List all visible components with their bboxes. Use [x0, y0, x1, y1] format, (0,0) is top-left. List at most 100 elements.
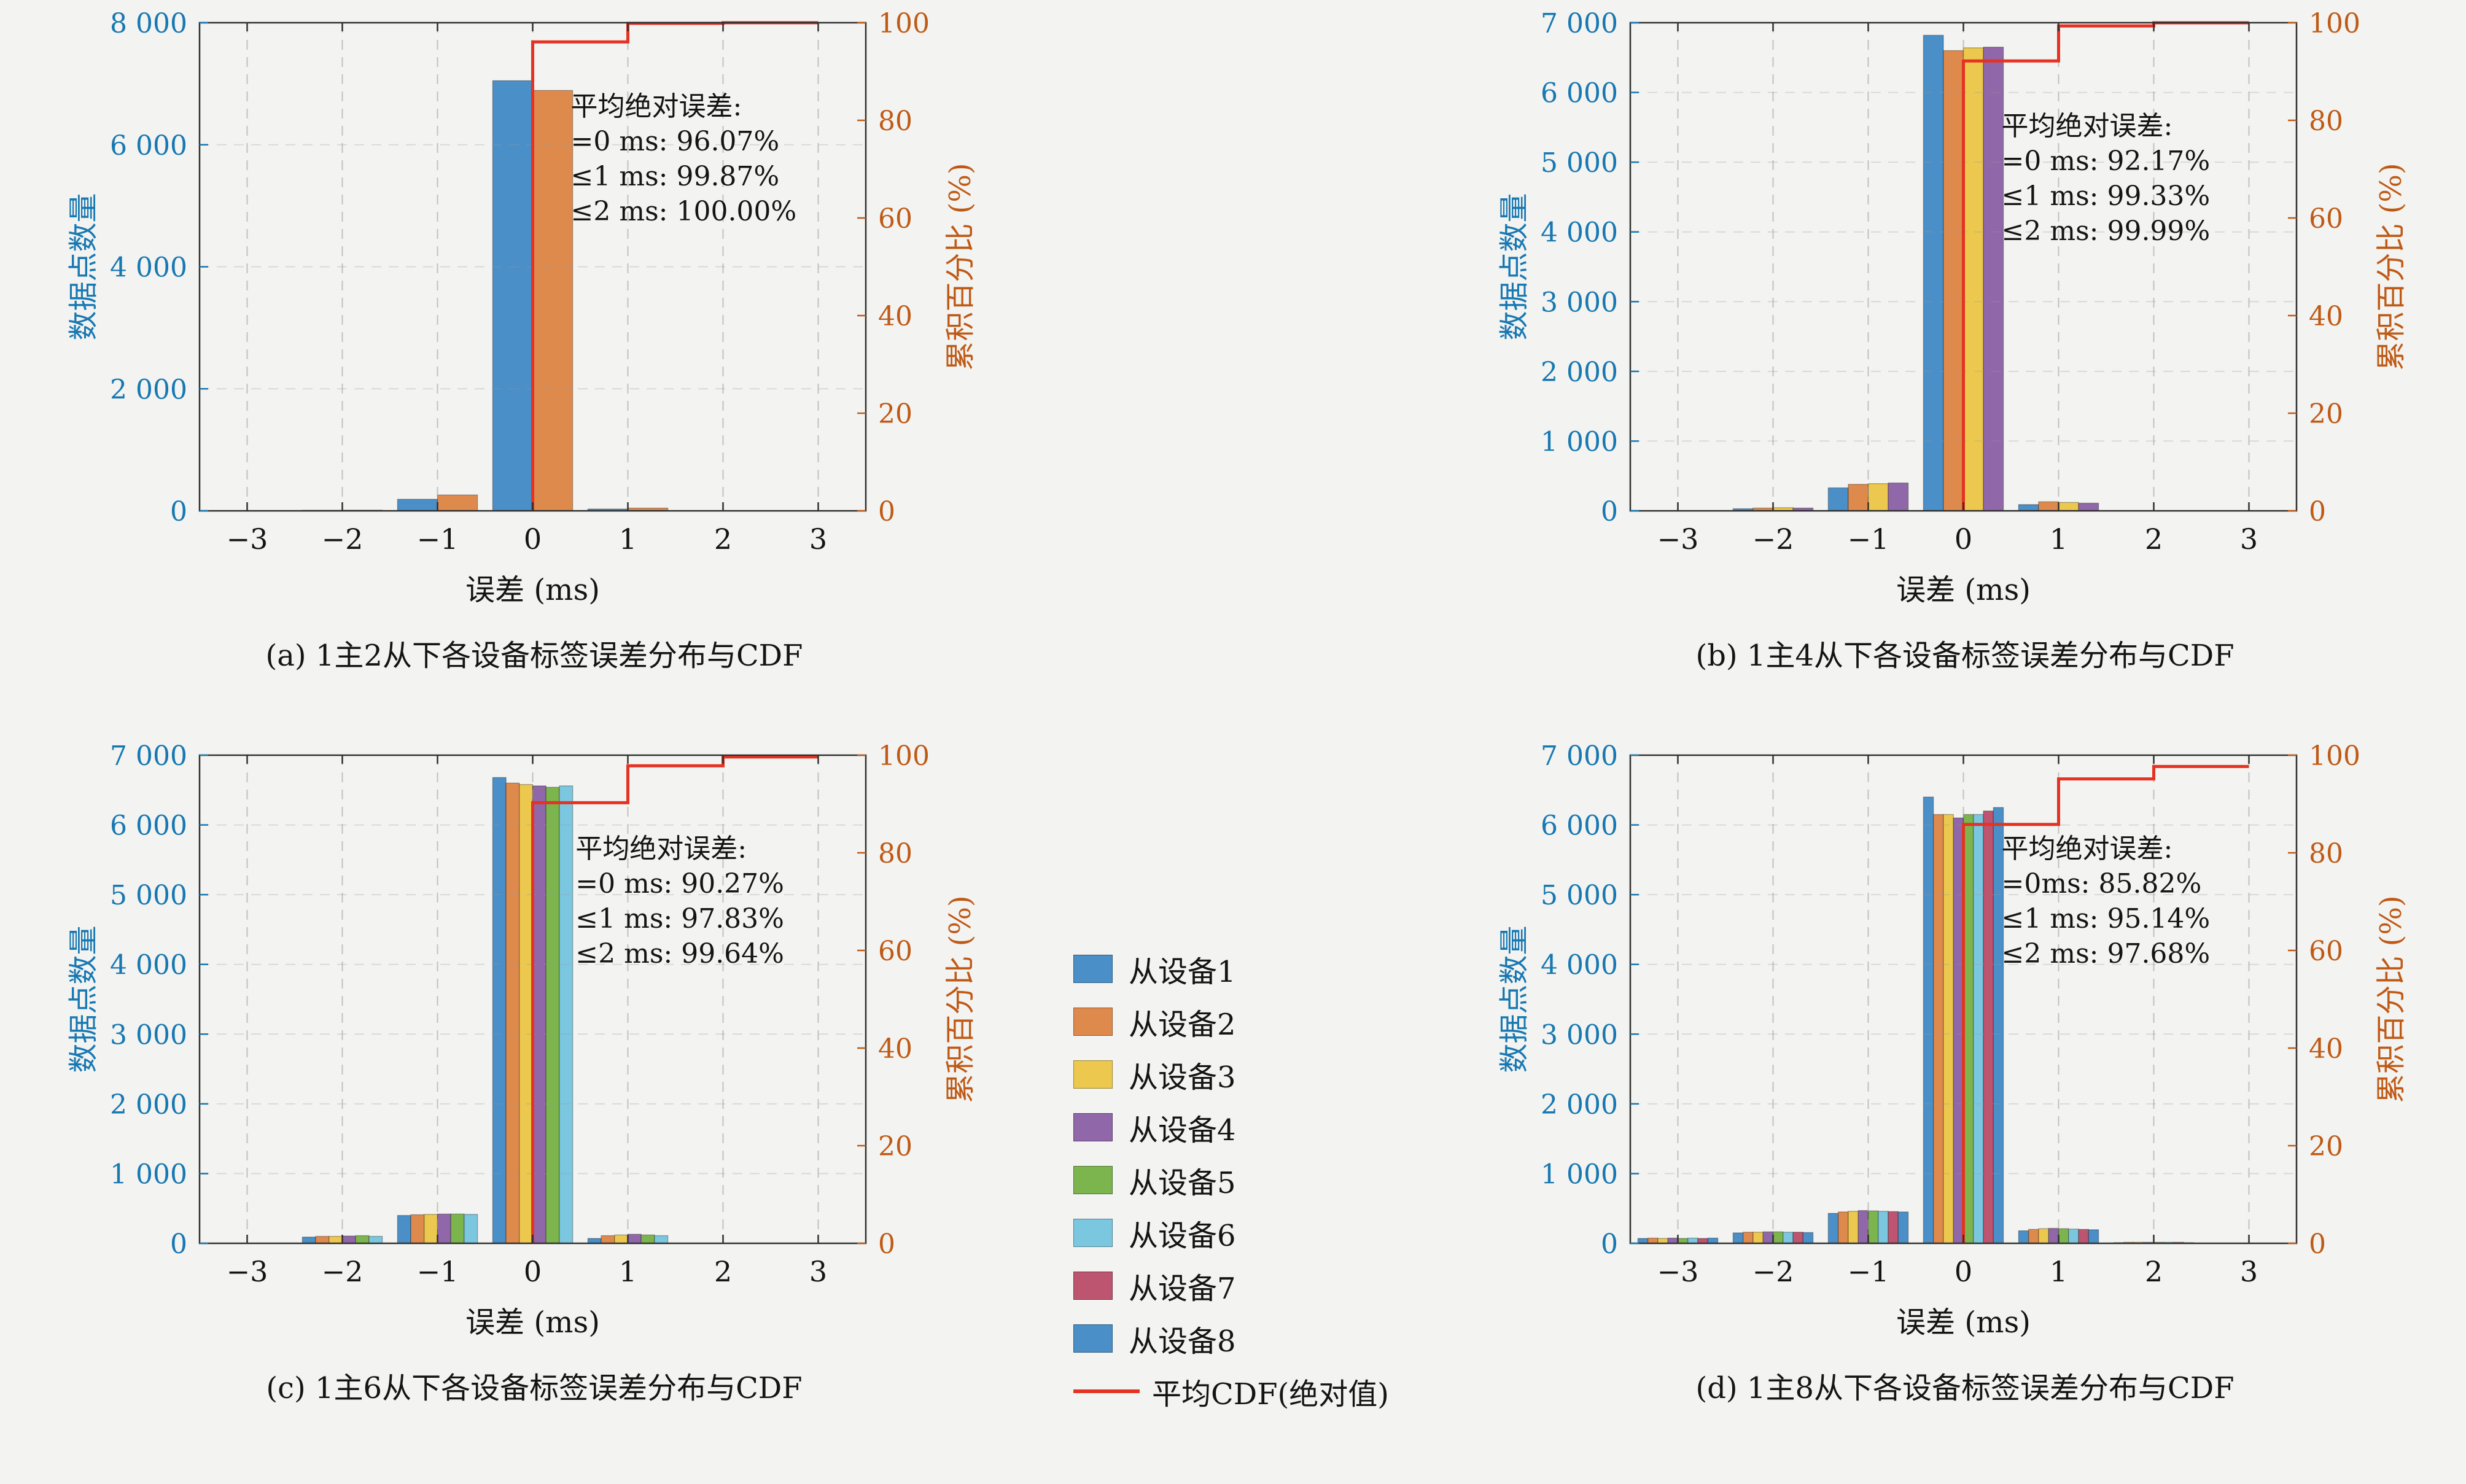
annotation-line: =0 ms: 96.07%	[571, 126, 780, 157]
bar	[1837, 1211, 1849, 1244]
y-right-tick-label: 0	[2309, 496, 2326, 527]
y-right-tick-label: 60	[2309, 936, 2343, 967]
x-tick-label: 1	[619, 1255, 637, 1288]
legend-item-slave-6: 从设备6	[1073, 1214, 1479, 1253]
y-right-tick-label: 80	[2309, 106, 2343, 137]
legend-item-slave-7: 从设备7	[1073, 1267, 1479, 1306]
x-tick-label: −3	[227, 1255, 268, 1288]
y-left-tick-label: 0	[1601, 1229, 1618, 1260]
bar	[2038, 1228, 2049, 1244]
tick-marks	[1630, 21, 2297, 512]
x-tick-label: −2	[322, 523, 364, 556]
x-tick-label: 2	[2145, 1255, 2163, 1288]
y-left-tick-label: 1 000	[1541, 1159, 1618, 1190]
bar	[1848, 484, 1869, 511]
annotation-line: 平均绝对误差:	[571, 91, 742, 122]
x-tick-label: −2	[1752, 523, 1794, 556]
bar-series-1	[1732, 34, 2039, 511]
bar	[437, 494, 478, 511]
y-left-tick-label: 5 000	[110, 880, 187, 911]
annotation-line: ≤1 ms: 95.14%	[2002, 903, 2211, 934]
bar	[1943, 50, 1964, 511]
legend: 从设备1 从设备2 从设备3 从设备4 从设备5 从设备6 从设备7 从设备8 平均CDF(绝对…	[1073, 950, 1479, 1426]
annotation: 平均绝对误差: =0 ms: 90.27% ≤1 ms: 97.83% ≤2 ms: …	[575, 833, 784, 969]
annotation-line: 平均绝对误差:	[2002, 833, 2173, 864]
y-right-tick-label: 80	[878, 838, 912, 869]
y-left-tick-label: 2 000	[1541, 1089, 1618, 1121]
y-left-tick-label: 6 000	[110, 130, 187, 161]
bar-series-5	[1677, 814, 2165, 1244]
y-left-tick-label: 3 000	[1541, 287, 1618, 318]
bars	[301, 80, 669, 511]
annotation-line: ≤2 ms: 99.99%	[2002, 216, 2211, 247]
bar	[601, 1235, 615, 1244]
bar-series-1	[301, 80, 629, 511]
legend-swatch	[1073, 955, 1113, 983]
legend-swatch	[1073, 1272, 1113, 1300]
bar-series-3	[1772, 47, 2079, 511]
bar	[1848, 1211, 1859, 1244]
x-tick-label: −2	[322, 1255, 364, 1288]
legend-label: 从设备4	[1129, 1113, 1236, 1148]
y-right-tick-label: 20	[2309, 1131, 2343, 1162]
y-right-tick-label: 80	[878, 106, 912, 137]
bar	[1857, 1210, 1869, 1244]
y-left-tick-label: 8 000	[110, 8, 187, 39]
bars	[1732, 34, 2099, 511]
bar	[2068, 1229, 2079, 1244]
y-left-tick-label: 6 000	[1541, 810, 1618, 842]
y-right-tick-label: 60	[2309, 203, 2343, 235]
cdf-line-sample	[1073, 1389, 1140, 1393]
bar	[1707, 1237, 1719, 1244]
y-right-tick-label: 40	[2309, 301, 2343, 332]
bar	[1762, 1231, 1774, 1244]
bar	[2058, 1228, 2069, 1244]
y-right-tick-label: 100	[878, 8, 930, 39]
tick-marks	[200, 754, 866, 1245]
bar	[1792, 1232, 1804, 1244]
bar	[301, 1237, 316, 1244]
bar	[424, 1214, 438, 1244]
y-left-tick-label: 5 000	[1541, 880, 1618, 911]
y-left-tick-label: 5 000	[1541, 147, 1618, 179]
y-right-tick-label: 0	[878, 496, 895, 527]
x-tick-label: 3	[2240, 523, 2258, 556]
bar	[1943, 814, 1954, 1244]
bar	[640, 1234, 655, 1244]
x-tick-label: 1	[2050, 1255, 2067, 1288]
legend-swatch	[1073, 1324, 1113, 1353]
annotation-line: ≤1 ms: 99.87%	[571, 161, 780, 192]
bar-series-6	[1687, 814, 2174, 1244]
x-axis-title: 误差 (ms)	[1896, 573, 2031, 607]
y-right-tick-label: 20	[878, 398, 912, 430]
subplot-b-caption: (b) 1主4从下各设备标签误差分布与CDF	[1695, 639, 2235, 673]
y-left-axis-title: 数据点数量	[66, 193, 101, 340]
subplot-b-canvas: −3 −2 −1 0 1 2 3 0 1 000 2 000 3 000 4 000 5 000 6 00…	[1497, 8, 2408, 607]
y-left-tick-label: 2 000	[110, 374, 187, 405]
tick-labels: −3 −2 −1 0 1 2 3 0 1 000 2 000 3 000 4 000 5 000 6 00…	[1541, 8, 2360, 556]
bar	[368, 1235, 383, 1244]
y-left-tick-label: 7 000	[110, 740, 187, 772]
annotation-line: ≤2 ms: 100.00%	[571, 196, 797, 227]
x-tick-label: 0	[1955, 523, 1972, 556]
y-left-tick-label: 4 000	[110, 950, 187, 981]
bar-series-3	[1657, 814, 2144, 1244]
legend-item-cdf-line: 平均CDF(绝对值)	[1073, 1373, 1479, 1412]
bar	[410, 1214, 425, 1244]
tick-labels: −3 −2 −1 0 1 2 3 0 2 000 4 000 6 000 8 000 0 20 40 60 80…	[110, 8, 930, 556]
x-tick-label: 1	[2050, 523, 2067, 556]
annotation-line: 平均绝对误差:	[575, 833, 747, 864]
y-right-axis-title: 累积百分比 (%)	[2374, 163, 2408, 370]
y-left-tick-label: 6 000	[1541, 78, 1618, 109]
y-right-tick-label: 20	[2309, 398, 2343, 430]
y-right-tick-label: 0	[878, 1229, 895, 1260]
y-left-axis-title: 数据点数量	[1497, 925, 1531, 1073]
bar	[614, 1234, 629, 1244]
bar	[1647, 1237, 1659, 1244]
legend-item-slave-5: 从设备5	[1073, 1162, 1479, 1200]
legend-item-slave-3: 从设备3	[1073, 1056, 1479, 1095]
legend-swatch	[1073, 1113, 1113, 1141]
y-left-tick-label: 4 000	[110, 252, 187, 284]
bar	[1878, 1211, 1889, 1244]
bar	[355, 1235, 370, 1244]
